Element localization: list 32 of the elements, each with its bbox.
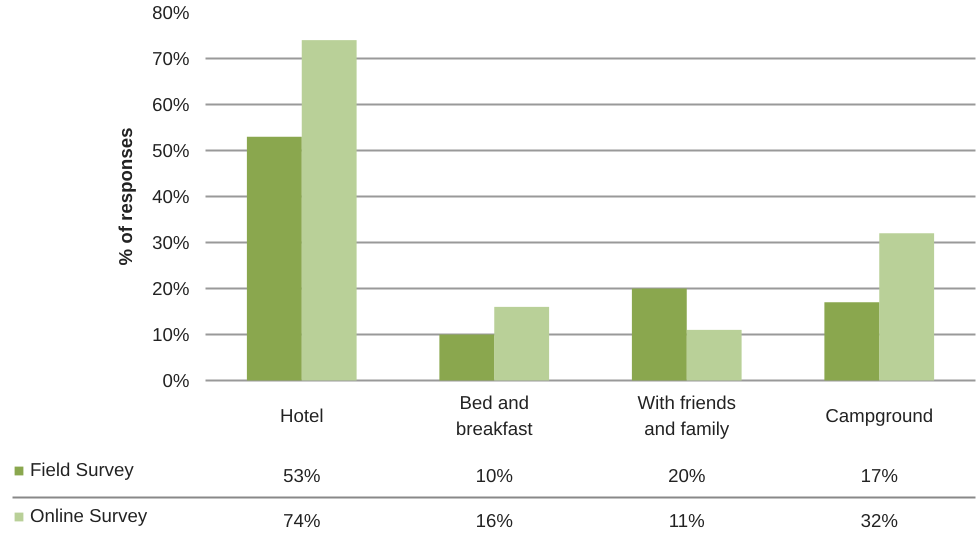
y-tick-label: 0% <box>162 370 190 391</box>
data-label: 74% <box>283 510 320 531</box>
y-tick-label: 20% <box>152 278 190 299</box>
bar <box>439 334 494 380</box>
bar <box>494 306 550 380</box>
bar <box>879 233 934 380</box>
data-label: 32% <box>860 510 898 531</box>
y-tick-label: 60% <box>152 94 190 115</box>
x-tick-label: Hotel <box>280 405 324 426</box>
y-tick-label: 10% <box>152 324 190 345</box>
x-tick-label: With friends and family <box>638 392 736 440</box>
bar <box>686 330 742 380</box>
data-label: 10% <box>476 465 513 486</box>
bar <box>246 136 302 380</box>
data-label: 11% <box>668 510 705 531</box>
y-axis-title: % of responses <box>115 128 136 266</box>
data-label: 16% <box>476 510 513 531</box>
y-tick-label: 70% <box>152 48 190 69</box>
bar <box>824 302 880 380</box>
data-label: 17% <box>860 465 898 486</box>
legend-label: Field Survey <box>30 459 134 481</box>
legend-label: Online Survey <box>30 505 148 527</box>
y-tick-label: 50% <box>152 140 190 161</box>
y-tick-label: 30% <box>152 232 190 253</box>
bar <box>632 288 687 380</box>
data-label: 20% <box>668 465 706 486</box>
data-label: 53% <box>283 465 320 486</box>
y-tick-label: 80% <box>152 2 190 23</box>
x-tick-label: Campground <box>825 405 934 426</box>
x-tick-label: Bed and breakfast <box>456 392 534 440</box>
y-tick-label: 40% <box>152 186 190 207</box>
bar <box>302 40 357 380</box>
